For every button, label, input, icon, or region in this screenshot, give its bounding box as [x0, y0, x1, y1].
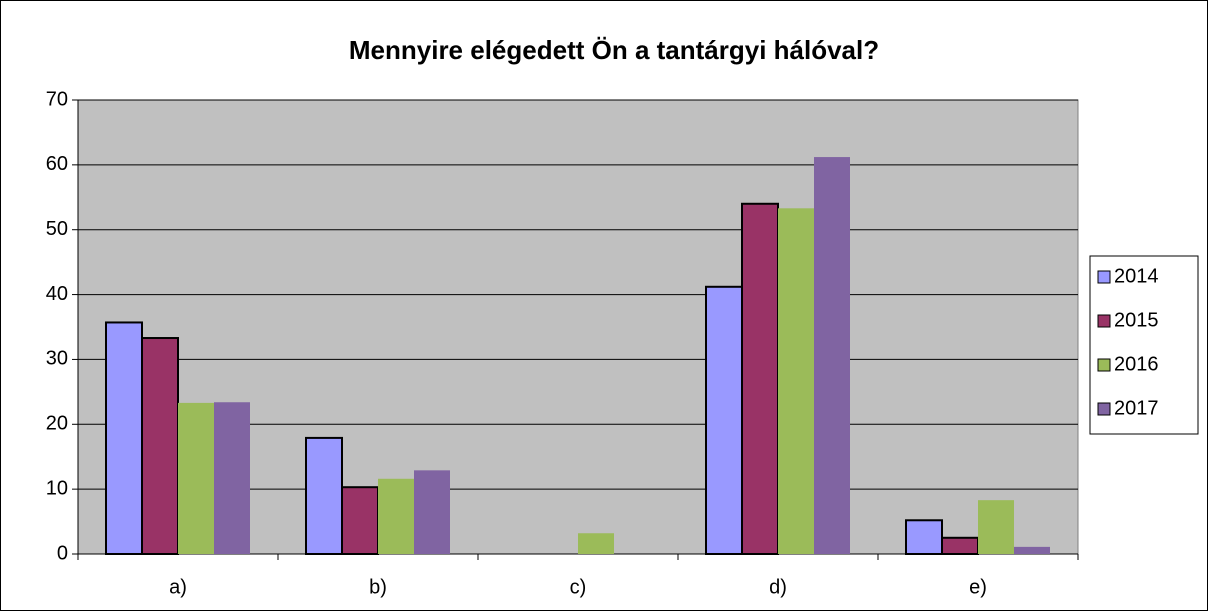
legend-label: 2016 — [1114, 353, 1159, 375]
bar — [705, 285, 743, 555]
legend-label: 2017 — [1114, 397, 1159, 419]
y-tick-label: 60 — [46, 153, 68, 175]
bar — [105, 321, 143, 555]
x-tick-label: c) — [570, 576, 587, 598]
x-tick-label: a) — [169, 576, 187, 598]
chart-title: Mennyire elégedett Ön a tantárgyi hálóva… — [349, 35, 879, 65]
legend-swatch — [1097, 358, 1111, 372]
bar — [214, 402, 250, 554]
legend-label: 2015 — [1114, 309, 1159, 331]
bar — [578, 533, 614, 554]
y-tick-label: 70 — [46, 88, 68, 110]
bar — [905, 519, 943, 556]
y-tick-label: 30 — [46, 348, 68, 370]
bar — [941, 536, 979, 555]
legend-swatch — [1097, 314, 1111, 328]
bar — [1014, 546, 1050, 554]
x-tick-label: b) — [369, 576, 387, 598]
bar — [378, 478, 414, 554]
legend-label: 2014 — [1114, 265, 1159, 287]
x-tick-label: e) — [969, 576, 987, 598]
legend-swatch — [1097, 270, 1111, 284]
bar — [741, 202, 779, 555]
y-tick-label: 0 — [57, 542, 68, 564]
y-tick-label: 40 — [46, 283, 68, 305]
legend-swatch — [1097, 402, 1111, 416]
bar — [978, 500, 1014, 554]
y-tick-label: 20 — [46, 413, 68, 435]
bar — [778, 208, 814, 554]
y-tick-label: 10 — [46, 477, 68, 499]
bar — [305, 436, 343, 555]
bar — [178, 402, 214, 554]
bar — [414, 470, 450, 554]
bar — [141, 337, 179, 556]
bar — [341, 486, 379, 555]
bar — [814, 157, 850, 554]
y-tick-label: 50 — [46, 218, 68, 240]
x-tick-label: d) — [769, 576, 787, 598]
